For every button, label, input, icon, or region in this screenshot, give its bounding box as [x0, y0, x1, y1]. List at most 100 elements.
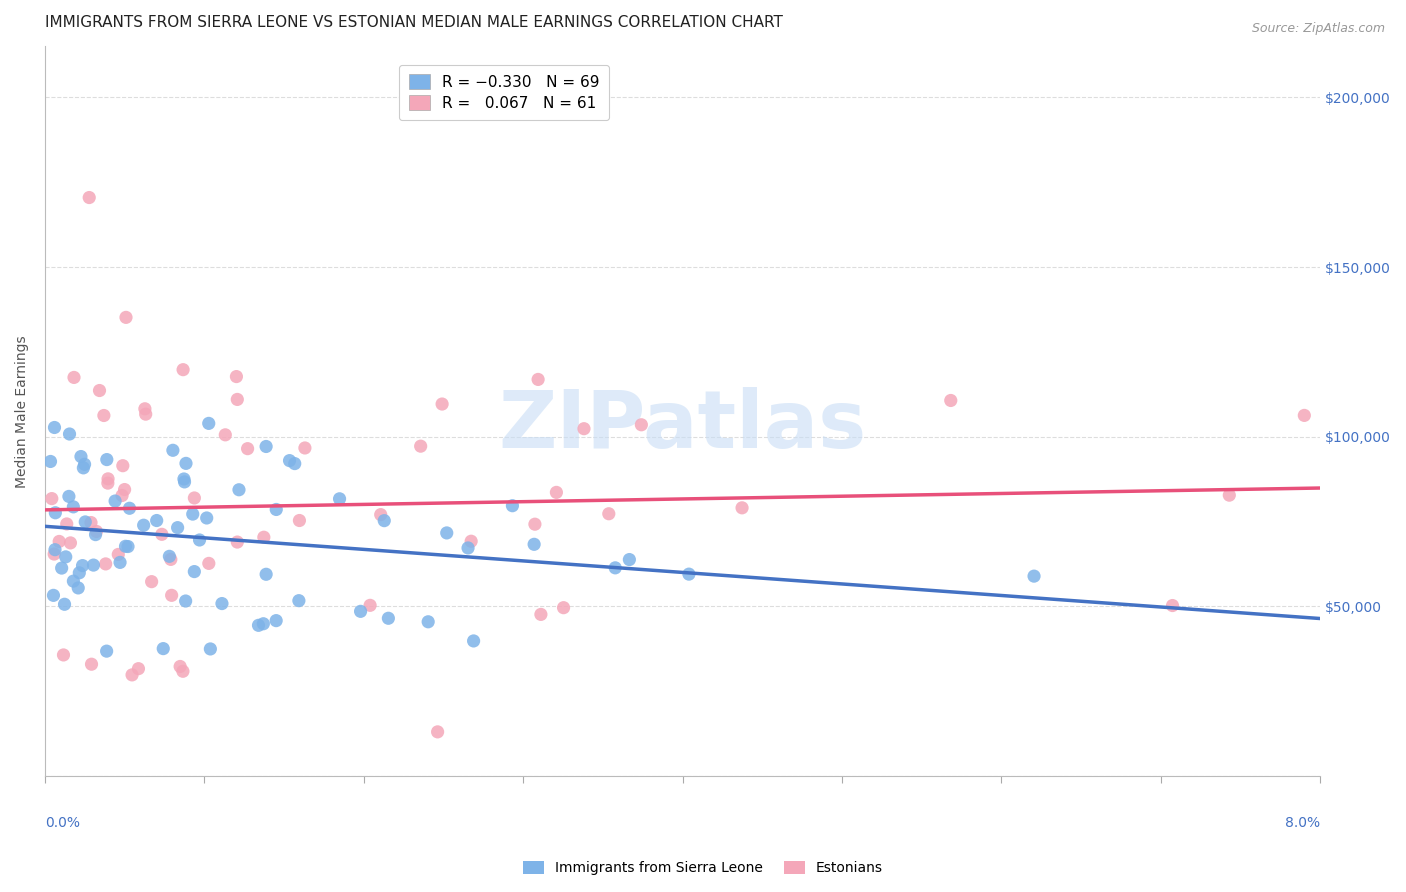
Point — [44, 420, 66, 434]
Point — [1218, 488, 1240, 502]
Point — [173, 472, 195, 486]
Point — [288, 593, 311, 607]
Point — [211, 597, 233, 611]
Point — [172, 362, 194, 376]
Point — [159, 552, 181, 566]
Point — [188, 533, 211, 547]
Point — [75, 515, 97, 529]
Point — [228, 483, 250, 497]
Point — [226, 535, 249, 549]
Point — [523, 537, 546, 551]
Point — [418, 615, 440, 629]
Point — [77, 190, 100, 204]
Point — [115, 310, 138, 325]
Point — [51, 561, 73, 575]
Point — [195, 511, 218, 525]
Point — [127, 662, 149, 676]
Point — [44, 506, 66, 520]
Point — [426, 724, 449, 739]
Point — [141, 574, 163, 589]
Point — [284, 457, 307, 471]
Text: 0.0%: 0.0% — [45, 816, 80, 830]
Point — [457, 541, 479, 555]
Point — [84, 527, 107, 541]
Point — [288, 514, 311, 528]
Point — [630, 417, 652, 432]
Point — [183, 491, 205, 505]
Point — [73, 458, 96, 472]
Point — [97, 476, 120, 491]
Point — [108, 555, 131, 569]
Point — [1022, 569, 1045, 583]
Point — [80, 657, 103, 672]
Point — [619, 552, 641, 566]
Point — [160, 588, 183, 602]
Point — [67, 566, 90, 580]
Point — [114, 539, 136, 553]
Point — [172, 665, 194, 679]
Point — [183, 565, 205, 579]
Point — [114, 483, 136, 497]
Point — [278, 453, 301, 467]
Point — [162, 443, 184, 458]
Point — [198, 557, 221, 571]
Text: Source: ZipAtlas.com: Source: ZipAtlas.com — [1251, 22, 1385, 36]
Point — [370, 508, 392, 522]
Point — [121, 668, 143, 682]
Point — [67, 581, 90, 595]
Point — [1161, 599, 1184, 613]
Point — [181, 507, 204, 521]
Point — [174, 594, 197, 608]
Point — [527, 372, 550, 386]
Point — [59, 536, 82, 550]
Point — [553, 600, 575, 615]
Point — [80, 516, 103, 530]
Point — [97, 472, 120, 486]
Point — [197, 417, 219, 431]
Point — [174, 456, 197, 470]
Point — [111, 489, 134, 503]
Point — [58, 427, 80, 442]
Point — [134, 401, 156, 416]
Point — [252, 616, 274, 631]
Point — [152, 641, 174, 656]
Point — [254, 567, 277, 582]
Point — [72, 460, 94, 475]
Point — [111, 458, 134, 473]
Point — [1294, 409, 1316, 423]
Point — [409, 439, 432, 453]
Point — [247, 618, 270, 632]
Point — [264, 502, 287, 516]
Text: 8.0%: 8.0% — [1285, 816, 1320, 830]
Point — [373, 514, 395, 528]
Legend: Immigrants from Sierra Leone, Estonians: Immigrants from Sierra Leone, Estonians — [517, 855, 889, 880]
Point — [157, 549, 180, 564]
Point — [200, 642, 222, 657]
Point — [62, 500, 84, 514]
Point — [104, 494, 127, 508]
Point — [93, 409, 115, 423]
Point — [225, 369, 247, 384]
Point — [82, 558, 104, 573]
Point — [89, 384, 111, 398]
Point — [55, 516, 77, 531]
Point — [96, 452, 118, 467]
Point — [96, 644, 118, 658]
Point — [349, 604, 371, 618]
Point — [294, 441, 316, 455]
Point — [226, 392, 249, 407]
Point — [72, 558, 94, 573]
Point — [48, 534, 70, 549]
Point — [39, 454, 62, 468]
Point — [58, 490, 80, 504]
Point — [42, 588, 65, 602]
Point — [70, 450, 93, 464]
Point — [460, 534, 482, 549]
Point — [86, 524, 108, 539]
Point — [359, 599, 381, 613]
Point — [605, 561, 627, 575]
Point — [939, 393, 962, 408]
Point — [94, 557, 117, 571]
Point — [44, 547, 66, 561]
Point — [52, 648, 75, 662]
